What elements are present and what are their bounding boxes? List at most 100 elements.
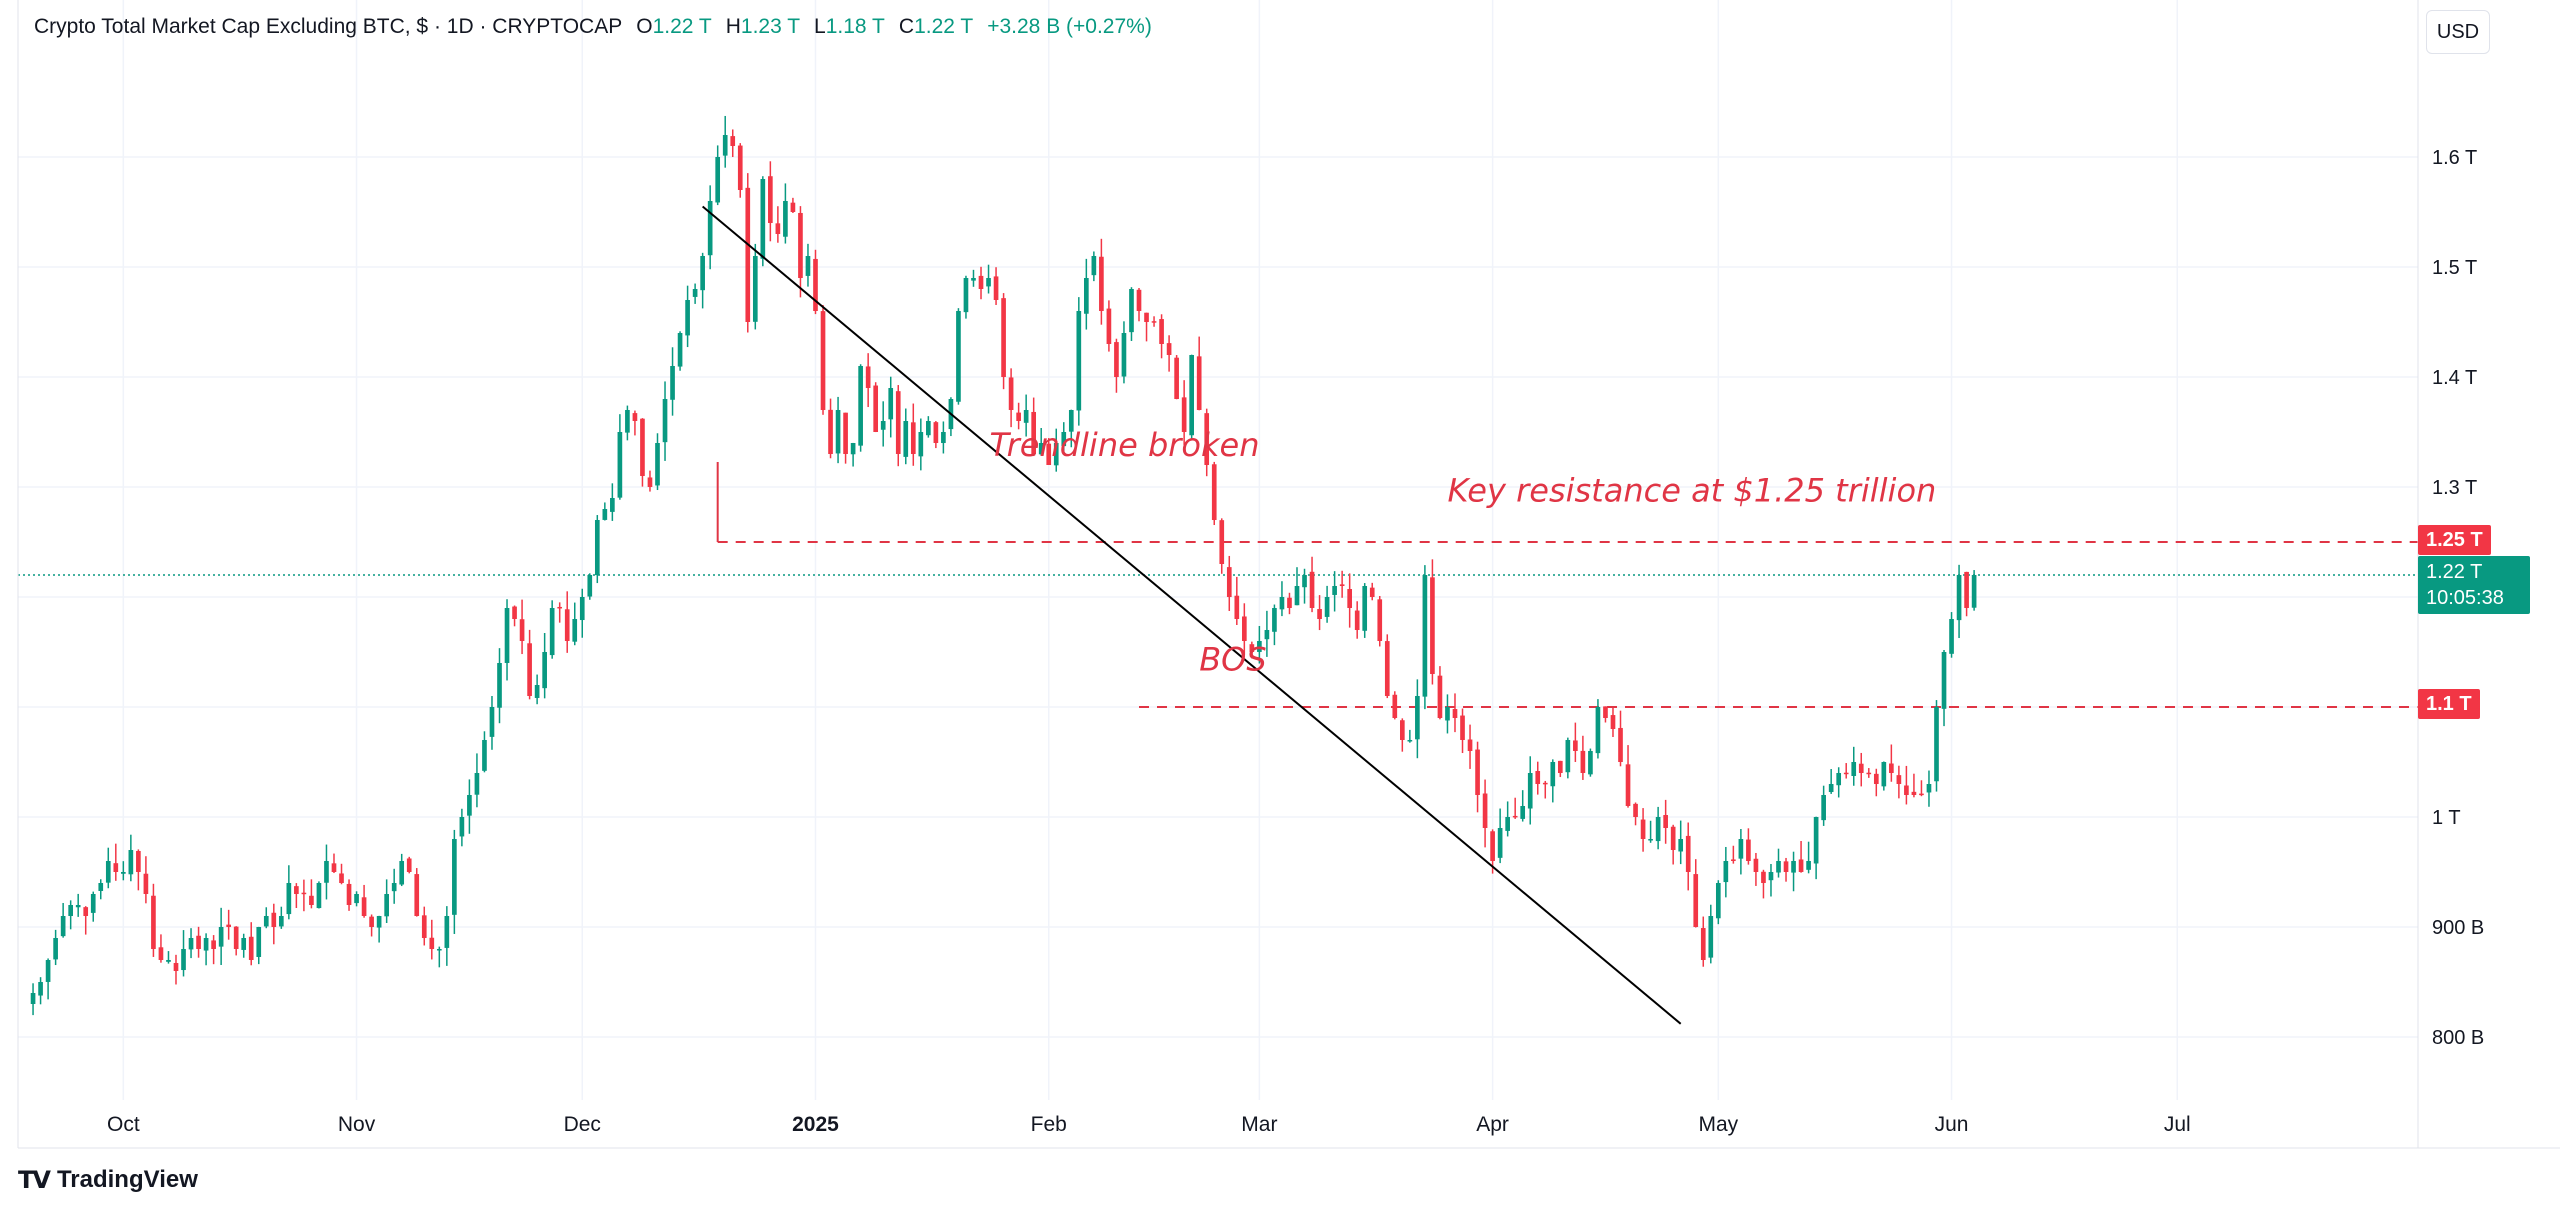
y-tick-label: 1.3 T (2432, 477, 2477, 499)
candle-body (1445, 707, 1450, 721)
candle-body (677, 333, 683, 367)
candle-body (1264, 630, 1270, 640)
candle-body (783, 201, 788, 237)
candle-body (1971, 575, 1977, 608)
y-tick-label: 900 B (2432, 917, 2484, 939)
candle-body (730, 136, 736, 146)
candle-body (1415, 696, 1420, 740)
candle-body (1911, 791, 1917, 795)
bar-countdown: 10:05:38 (2426, 587, 2504, 609)
current-price-value: 1.22 T (2426, 561, 2483, 583)
candle-body (1858, 763, 1864, 773)
candle-body (384, 894, 389, 917)
candle-body (1700, 928, 1706, 960)
candle-body (1550, 762, 1556, 787)
candle-body (1731, 859, 1736, 861)
x-tick-label: Nov (338, 1113, 376, 1136)
high-label: H (725, 15, 741, 38)
candle-body (339, 873, 344, 883)
candle-body (474, 773, 480, 795)
candle-body (707, 201, 713, 256)
candle-body (263, 916, 269, 927)
candle-body (1836, 773, 1842, 786)
close-label: C (898, 15, 915, 38)
candle-body (188, 938, 194, 950)
candle-body (1542, 782, 1548, 785)
candle-body (594, 520, 600, 576)
candle-body (1791, 861, 1796, 873)
candle-body (910, 422, 916, 454)
chart-legend: Crypto Total Market Cap Excluding BTC, $… (34, 15, 1166, 39)
candle-body (45, 960, 51, 982)
candle-body (1693, 874, 1699, 927)
candle-body (226, 924, 231, 927)
candle-body (1189, 355, 1194, 436)
tradingview-logo[interactable]: TV TradingView (18, 1166, 198, 1194)
trendline[interactable] (701, 205, 1682, 1025)
candle-body (128, 850, 134, 875)
candle-body (1377, 599, 1383, 641)
candle-body (1452, 709, 1458, 718)
candle-body (286, 883, 292, 915)
candle-body (1174, 357, 1179, 399)
candle-body (549, 608, 555, 656)
candle-body (60, 916, 66, 937)
candle-body (1527, 773, 1533, 809)
symbol-title[interactable]: Crypto Total Market Cap Excluding BTC, $… (34, 15, 623, 38)
candle-body (278, 916, 284, 927)
candle-body (68, 905, 73, 917)
candle-body (768, 176, 773, 223)
candle-body (105, 861, 111, 883)
candle-body (617, 432, 623, 498)
close-value: 1.22 T (914, 15, 974, 38)
candle-body (309, 895, 314, 905)
candle-body (1843, 772, 1849, 775)
candle-body (843, 412, 848, 454)
candle-body (1151, 321, 1157, 323)
candle-body (444, 916, 450, 948)
annotations: Trendline broken Key resistance at $1.25 … (990, 426, 1937, 679)
candle-body (1941, 652, 1947, 709)
candle-body (1776, 861, 1781, 873)
candle-body (579, 597, 585, 621)
bos-price-tag: 1.1 T (2418, 689, 2480, 719)
open-value: 1.22 T (652, 15, 712, 38)
candle-body (1715, 883, 1721, 919)
candle-body (1136, 289, 1142, 311)
candle-body (745, 187, 751, 322)
candle-body (497, 663, 502, 708)
y-tick-label: 800 B (2432, 1027, 2484, 1049)
candle-body (1535, 771, 1541, 784)
candle-body (625, 410, 630, 433)
candle-body (1678, 839, 1684, 852)
candle-body (1302, 575, 1307, 588)
candle-body (632, 413, 638, 421)
candle-body (1813, 817, 1819, 864)
candle-body (218, 927, 224, 947)
candle-body (1904, 785, 1909, 795)
candle-body (798, 212, 803, 278)
candle-body (685, 300, 690, 336)
candle-body (1068, 410, 1074, 432)
candle-body (527, 643, 532, 696)
x-tick-label: Oct (107, 1113, 140, 1136)
candle-body (888, 388, 894, 420)
candle-body (790, 202, 796, 212)
candle-body (1964, 571, 1969, 608)
candle-body (1467, 739, 1473, 751)
candle-body (752, 256, 758, 322)
candle-body (1460, 715, 1465, 740)
candle-body (512, 606, 517, 619)
candle-body (662, 399, 668, 443)
candle-body (692, 289, 698, 297)
candle-body (1881, 762, 1887, 787)
candle-body (971, 278, 976, 281)
trendline-line[interactable] (701, 205, 1682, 1025)
candle-body (1685, 835, 1691, 872)
candle-body (956, 311, 961, 402)
candle-body (1640, 819, 1646, 839)
candle-body (1211, 464, 1217, 520)
candle-body (1076, 311, 1082, 411)
currency-button[interactable]: USD (2426, 10, 2490, 54)
